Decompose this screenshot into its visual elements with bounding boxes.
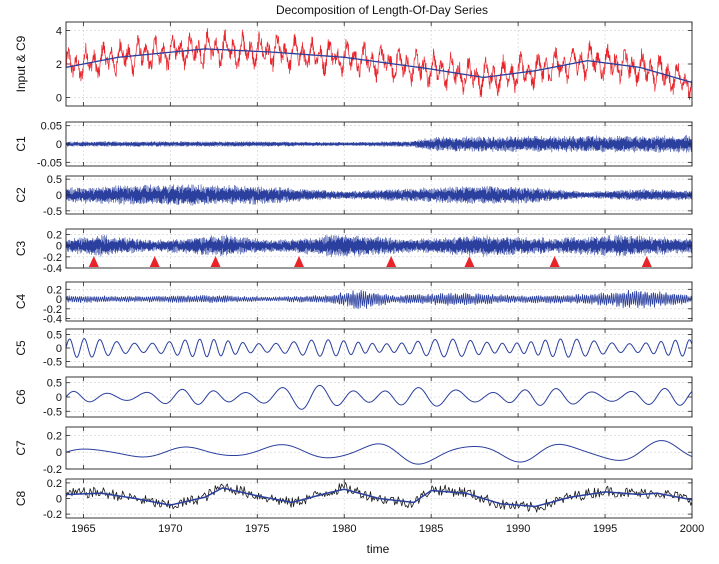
y-axis-label: C7 [14, 440, 28, 456]
series-c7 [66, 440, 692, 465]
axes-box [65, 281, 693, 322]
y-tick-label: -0.5 [43, 206, 62, 218]
axes-box [65, 228, 693, 269]
panel-c1: 0.05 0 -0.05 C1 [14, 121, 693, 169]
y-tick-label: 0 [56, 494, 62, 506]
event-marker [149, 256, 160, 267]
panel-c4: 0.20-0.2-0.4 C4 [14, 281, 693, 326]
y-tick-label: 0 [56, 447, 62, 459]
y-tick-label: 0.5 [47, 174, 62, 186]
panel-c2: 0.5 0 -0.5 C2 [14, 174, 693, 218]
series-c2 [66, 184, 692, 206]
y-tick-label: 0.2 [47, 478, 62, 490]
event-marker [464, 256, 475, 267]
panel-c3: 0.20-0.2-0.4 C3 [14, 228, 693, 275]
event-marker [386, 256, 397, 267]
series-input [66, 28, 692, 101]
y-axis-label: C4 [14, 294, 28, 310]
panel-c5: 0.5 0 -0.5 C5 [14, 328, 693, 369]
y-axis-label: C3 [14, 241, 28, 257]
y-tick-label: 2 [56, 59, 62, 71]
x-tick-label: 1995 [593, 523, 617, 535]
panel-c7: 0.2 0 -0.2 C7 [14, 426, 693, 476]
series-c8 [66, 487, 692, 508]
y-tick-label: -0.4 [43, 314, 62, 326]
panel-input: 0 2 4 Input & C9 [14, 21, 693, 107]
series-c9-trend [66, 48, 692, 84]
x-tick-label: 2000 [680, 523, 704, 535]
x-tick-label: 1985 [419, 523, 443, 535]
event-marker [294, 256, 305, 267]
series-c5 [66, 338, 692, 358]
event-marker [210, 256, 221, 267]
event-marker [88, 256, 99, 267]
y-tick-label: -0.2 [43, 304, 62, 316]
series-c6 [66, 384, 692, 410]
y-axis-label: C5 [14, 340, 28, 356]
y-tick-label: 0.5 [47, 378, 62, 390]
y-tick-label: -0.5 [43, 357, 62, 369]
y-tick-label: 0.05 [41, 121, 62, 133]
series-c4 [66, 289, 692, 310]
x-tick-label: 1970 [158, 523, 182, 535]
x-tick-label: 1990 [506, 523, 530, 535]
y-tick-label: 0.2 [47, 284, 62, 296]
y-tick-label: 0 [56, 93, 62, 105]
y-tick-label: 0 [56, 139, 62, 151]
y-tick-label: 0.5 [47, 329, 62, 341]
y-tick-label: 0 [56, 241, 62, 253]
panel-c8: 0.2 0 -0.2 C8 [14, 478, 693, 521]
y-tick-label: -0.05 [37, 157, 62, 169]
y-tick-label: 0 [56, 343, 62, 355]
y-axis-label: C8 [14, 491, 28, 507]
y-tick-label: 0 [56, 392, 62, 404]
series-c1 [66, 135, 692, 153]
series-c3 [66, 234, 692, 257]
y-tick-label: 4 [56, 25, 62, 37]
event-marker [641, 256, 652, 267]
axes-box [65, 426, 693, 470]
y-axis-label: C6 [14, 389, 28, 405]
y-tick-label: -0.2 [43, 464, 62, 476]
y-tick-label: 0.2 [47, 430, 62, 442]
x-tick-label: 1975 [245, 523, 269, 535]
panel-c6: 0.5 0 -0.5 C6 [14, 376, 693, 418]
chart-title: Decomposition of Length-Of-Day Series [276, 3, 488, 17]
event-marker [549, 256, 560, 267]
y-tick-label: -0.5 [43, 406, 62, 418]
y-tick-label: -0.2 [43, 252, 62, 264]
x-tick-label: 1965 [71, 523, 95, 535]
x-axis-label: time [367, 542, 390, 556]
y-axis-label: C2 [14, 187, 28, 203]
y-tick-label: 0 [56, 294, 62, 306]
y-tick-label: -0.2 [43, 509, 62, 521]
y-axis-label: Input & C9 [14, 35, 28, 92]
y-tick-label: 0.2 [47, 230, 62, 242]
y-tick-label: 0 [56, 190, 62, 202]
y-axis-label: C1 [14, 136, 28, 152]
series-c8-raw [66, 482, 692, 513]
x-tick-label: 1980 [332, 523, 356, 535]
y-tick-label: -0.4 [43, 263, 62, 275]
